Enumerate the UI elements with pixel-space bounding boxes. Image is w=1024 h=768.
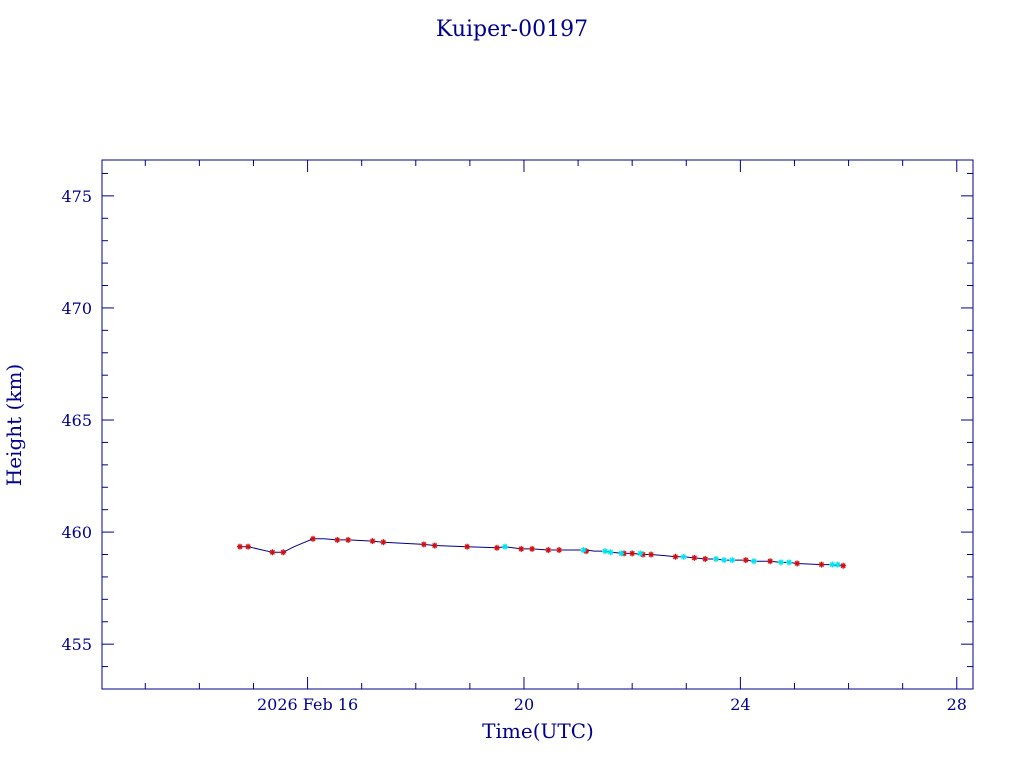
y-tick-label: 470 <box>61 299 92 318</box>
y-axis-label: Height (km) <box>2 364 26 486</box>
data-point <box>380 539 387 546</box>
data-point <box>829 561 836 568</box>
data-point <box>637 550 644 557</box>
y-axis-ticks: 455 460 465 470 475 <box>61 172 973 690</box>
x-tick-label: 28 <box>947 695 967 714</box>
data-point <box>702 555 709 562</box>
data-point <box>269 549 276 556</box>
x-axis-label: Time(UTC) <box>482 719 594 743</box>
data-point <box>245 543 252 550</box>
data-point <box>721 557 728 564</box>
data-point <box>545 547 552 554</box>
data-point <box>334 536 341 543</box>
data-point <box>629 550 636 557</box>
data-point <box>502 543 509 550</box>
data-point <box>309 535 316 542</box>
data-point <box>713 555 720 562</box>
x-tick-label: 20 <box>514 695 534 714</box>
data-point <box>602 548 609 555</box>
y-tick-label: 475 <box>61 187 92 206</box>
data-point <box>729 557 736 564</box>
data-point <box>518 545 525 552</box>
data-point <box>818 561 825 568</box>
data-point <box>680 553 687 560</box>
data-point <box>369 538 376 545</box>
data-point <box>580 547 587 554</box>
data-point <box>648 551 655 558</box>
data-point <box>750 558 757 565</box>
data-point <box>840 562 847 569</box>
x-axis-ticks: 2026 Feb 16 20 24 28 <box>144 160 967 714</box>
y-tick-label: 455 <box>61 635 92 654</box>
data-point <box>786 559 793 566</box>
data-point <box>529 545 536 552</box>
data-point <box>777 559 784 566</box>
data-point <box>672 553 679 560</box>
data-point <box>767 558 774 565</box>
data-point <box>345 536 352 543</box>
data-point <box>607 549 614 556</box>
data-point <box>556 547 563 554</box>
data-point <box>280 549 287 556</box>
plot-frame <box>101 159 974 690</box>
x-tick-label: 24 <box>730 695 750 714</box>
data-markers <box>236 535 847 569</box>
data-point <box>794 560 801 567</box>
data-point <box>464 543 471 550</box>
data-point <box>742 557 749 564</box>
data-point <box>236 543 243 550</box>
y-tick-label: 460 <box>61 523 92 542</box>
data-point <box>431 542 438 549</box>
y-tick-label: 465 <box>61 411 92 430</box>
data-point <box>618 550 625 557</box>
data-point <box>493 544 500 551</box>
data-point <box>420 541 427 548</box>
data-point <box>834 561 841 568</box>
chart-title: Kuiper-00197 <box>436 17 588 42</box>
x-tick-label: 2026 Feb 16 <box>257 695 358 714</box>
data-point <box>691 554 698 561</box>
